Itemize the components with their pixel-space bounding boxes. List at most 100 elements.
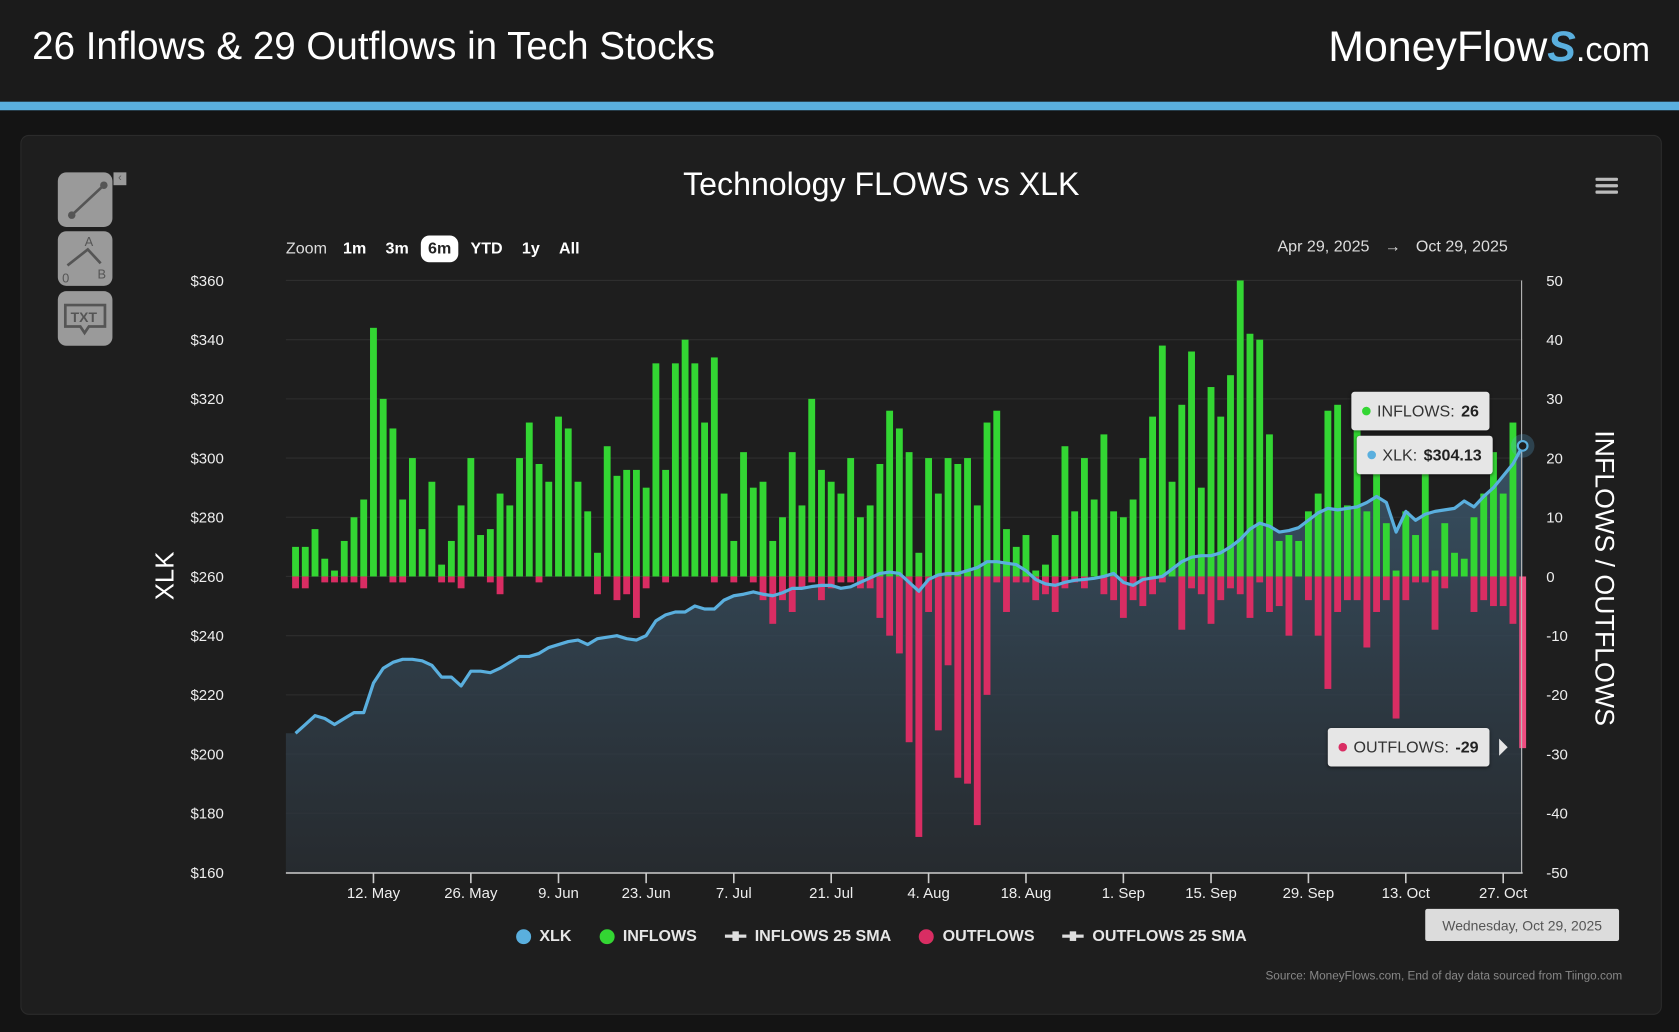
inflow-bar	[1353, 416, 1361, 577]
outflow-bar	[749, 576, 757, 583]
inflow-bar	[1227, 375, 1234, 577]
inflow-bar	[1139, 458, 1147, 577]
inflow-bar	[1382, 523, 1390, 577]
x-axis-tick-label: 21. Jul	[809, 885, 853, 902]
header-bar	[0, 0, 1679, 102]
inflow-bar	[1402, 511, 1410, 577]
outflow-bar	[486, 576, 494, 583]
inflow-bar	[1149, 416, 1157, 577]
inflow-bar	[1012, 546, 1020, 577]
outflow-bar	[642, 576, 650, 589]
right-axis-tick-label: -20	[1546, 687, 1568, 704]
left-axis-tick-label: $360	[190, 273, 223, 290]
inflow-bar	[574, 481, 582, 577]
outflow-bar	[1266, 576, 1273, 612]
left-axis-title: XLK	[151, 552, 179, 601]
legend: XLK INFLOWS INFLOWS 25 SMA OUTFLOWS OUTF…	[0, 927, 1679, 945]
outflow-bar	[1236, 576, 1244, 595]
inflow-bar	[331, 570, 338, 577]
legend-item-inflows[interactable]: INFLOWS	[599, 927, 697, 945]
inflow-bar	[1110, 511, 1118, 577]
sma-line-icon	[1062, 931, 1084, 941]
inflow-bar	[535, 463, 543, 577]
outflow-bar	[1217, 576, 1225, 601]
outflow-bar	[1158, 576, 1166, 583]
legend-item-outflows-sma[interactable]: OUTFLOWS 25 SMA	[1062, 927, 1247, 945]
inflow-bar	[788, 452, 796, 577]
outflow-bar	[730, 576, 738, 583]
outflow-bar	[1227, 576, 1234, 589]
inflow-bar	[613, 475, 621, 577]
zoom-6m-button[interactable]: 6m	[420, 235, 459, 263]
range-from-input[interactable]: Apr 29, 2025	[1277, 237, 1370, 256]
outflow-bar	[1343, 576, 1351, 601]
outflow-bar	[1012, 576, 1020, 583]
legend-item-xlk[interactable]: XLK	[515, 927, 571, 945]
inflow-bar	[321, 558, 329, 577]
outflow-bar	[321, 576, 329, 583]
zoom-ytd-button[interactable]: YTD	[470, 239, 503, 258]
outflow-bar	[847, 576, 855, 583]
inflow-bar	[506, 505, 514, 577]
text-annotation-tool-button[interactable]: TXT	[57, 291, 113, 346]
abc-pattern-tool-button[interactable]: A 0 B	[57, 231, 113, 286]
outflow-bar	[1392, 576, 1400, 719]
inflow-bar	[311, 529, 319, 577]
inflow-bar	[681, 339, 689, 577]
inflow-bar	[1431, 570, 1439, 577]
inflow-bar	[1451, 552, 1458, 577]
outflow-bar	[1421, 576, 1429, 583]
inflow-bar	[1441, 523, 1449, 577]
inflow-bar	[1412, 535, 1419, 577]
zoom-3m-button[interactable]: 3m	[385, 239, 409, 258]
outflow-bar	[301, 576, 309, 589]
inflow-bar	[1080, 458, 1088, 577]
inflow-bar	[1207, 387, 1215, 577]
outflows-tooltip-label: OUTFLOWS:	[1353, 738, 1449, 757]
inflow-bar	[964, 458, 971, 577]
outflow-bar	[389, 576, 397, 583]
outflow-bar	[1412, 576, 1419, 583]
xlk-tooltip: XLK: $304.13	[1356, 435, 1493, 475]
chart-menu-icon[interactable]	[1595, 177, 1618, 197]
inflow-bar	[779, 517, 786, 577]
inflow-bar	[866, 505, 874, 577]
inflow-bar	[983, 422, 991, 577]
zoom-1m-button[interactable]: 1m	[343, 239, 367, 258]
outflow-bar	[1334, 576, 1342, 612]
legend-item-inflows-sma[interactable]: INFLOWS 25 SMA	[724, 927, 891, 945]
outflow-bar	[613, 576, 621, 601]
inflow-bar	[876, 463, 884, 577]
inflow-bar	[399, 499, 407, 577]
inflow-bar	[428, 481, 436, 577]
inflow-bar	[1197, 487, 1205, 577]
xlk-tooltip-label: XLK:	[1382, 445, 1418, 465]
left-axis-tick-label: $300	[190, 450, 223, 467]
inflow-bar	[457, 505, 465, 577]
zoom-all-button[interactable]: All	[559, 239, 580, 258]
inflow-bar	[730, 540, 738, 577]
date-range: Apr 29, 2025 → Oct 29, 2025	[1277, 238, 1507, 256]
range-to-input[interactable]: Oct 29, 2025	[1415, 237, 1508, 256]
zoom-1y-button[interactable]: 1y	[521, 239, 540, 258]
inflow-bar	[1275, 540, 1283, 577]
inflow-bar	[1090, 499, 1098, 577]
xlk-hover-point	[1516, 439, 1529, 452]
outflow-bar	[710, 576, 718, 583]
inflow-bar	[1061, 446, 1069, 577]
outflow-bar	[340, 576, 348, 583]
line-segment-tool-button[interactable]	[57, 172, 113, 227]
inflow-bar	[1256, 339, 1264, 577]
inflow-bar	[818, 469, 825, 577]
inflow-bar	[1421, 458, 1429, 577]
x-axis-tick-label: 9. Jun	[538, 885, 579, 902]
x-axis-tick-label: 15. Sep	[1185, 885, 1237, 902]
legend-item-outflows[interactable]: OUTFLOWS	[919, 927, 1035, 945]
outflow-bar	[1207, 576, 1215, 624]
moneyflows-logo[interactable]: MoneyFlowS.com	[1328, 23, 1651, 71]
page-title: 26 Inflows & 29 Outflows in Tech Stocks	[32, 23, 715, 68]
inflow-bar	[1480, 493, 1488, 577]
outflow-bar	[535, 576, 543, 583]
outflow-bar	[594, 576, 601, 595]
collapse-toolbar-button[interactable]: ‹	[113, 172, 127, 186]
